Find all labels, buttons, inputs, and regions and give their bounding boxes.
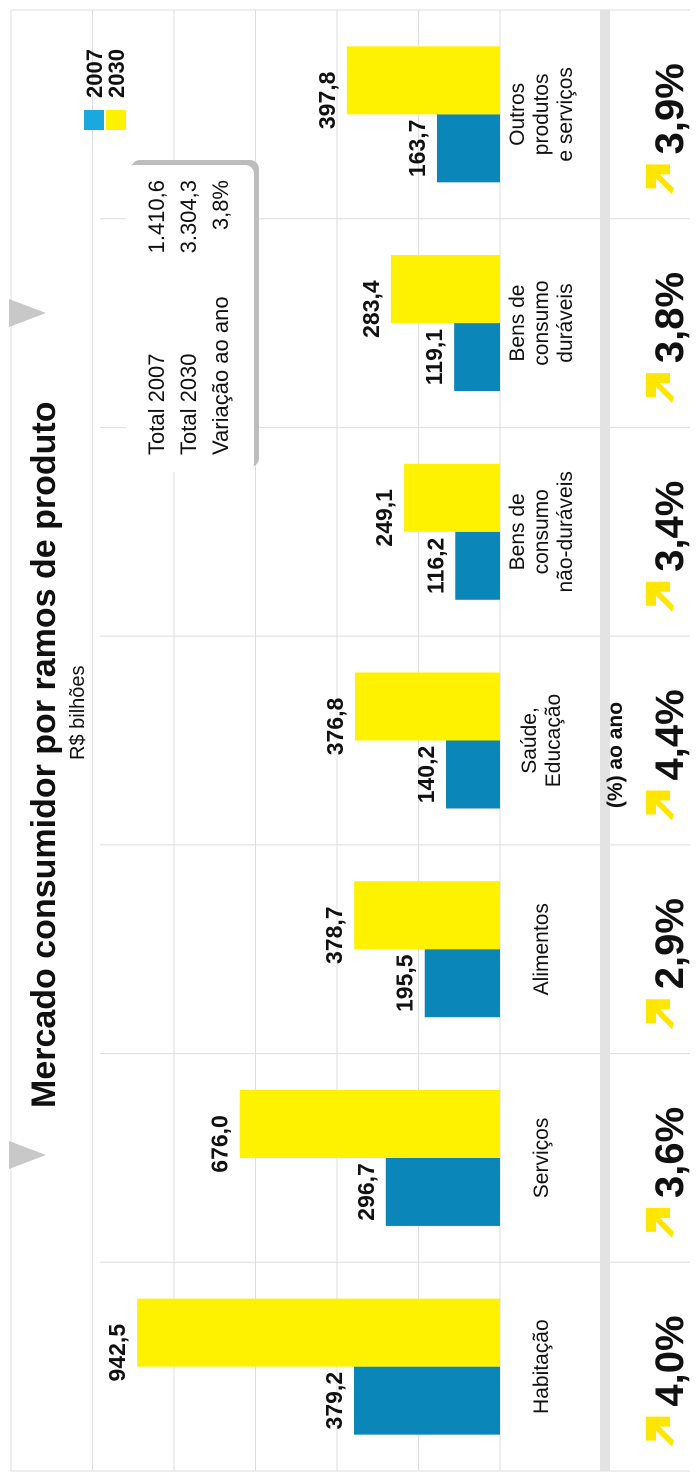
legend-swatch-2007 xyxy=(84,110,104,130)
value-label-2007: 195,5 xyxy=(392,954,418,1012)
value-label-2007: 140,2 xyxy=(413,746,439,804)
summary-box: Total 2007 1.410,6 Total 2030 3.304,3 Va… xyxy=(126,160,259,472)
value-label-2030: 397,8 xyxy=(314,71,340,129)
title-marker-left xyxy=(9,1141,46,1169)
category-label: Saúde, xyxy=(518,707,541,774)
category-label: Bens de xyxy=(506,285,529,362)
growth-arrow-icon xyxy=(646,790,674,821)
chart-subtitle: R$ bilhões xyxy=(67,665,89,760)
summary-value-total-2030: 3.304,3 xyxy=(176,180,201,253)
growth-row: (%) ao ano 4,0% 3,6% 2,9% 4,4% 3,4% 3,8% 3,9% xyxy=(604,63,692,1447)
value-label-2007: 119,1 xyxy=(421,329,447,385)
chart-background xyxy=(10,9,690,1472)
value-label-2007: 296,7 xyxy=(353,1163,379,1221)
growth-value: 2,9% xyxy=(648,898,692,989)
growth-arrow-icon xyxy=(646,164,674,195)
growth-value: 3,4% xyxy=(648,481,692,572)
growth-value: 4,4% xyxy=(648,689,692,780)
value-label-2007: 163,7 xyxy=(404,120,430,178)
bar-2030 xyxy=(354,672,500,741)
bars-group xyxy=(137,46,501,1435)
value-label-2030: 249,1 xyxy=(371,489,397,547)
bar-2007 xyxy=(454,323,501,392)
bar-2007 xyxy=(424,949,501,1018)
category-label: consumo xyxy=(530,489,553,574)
value-label-2030: 283,4 xyxy=(358,280,384,338)
bar-2007 xyxy=(446,740,501,809)
summary-box-panel xyxy=(126,165,254,472)
growth-caption: (%) ao ano xyxy=(604,702,627,808)
bar-2030 xyxy=(404,463,500,532)
value-label-2030: 942,5 xyxy=(104,1324,130,1382)
growth-arrow-icon xyxy=(646,1207,674,1238)
category-label: Educação xyxy=(542,694,565,787)
chart-header: Mercado consumidor por ramos de produto … xyxy=(9,299,89,1169)
summary-label-total-2030: Total 2030 xyxy=(176,353,201,455)
category-label: produtos xyxy=(530,73,553,155)
category-label: Alimentos xyxy=(530,903,553,995)
bar-2007 xyxy=(385,1157,501,1226)
category-label: Serviços xyxy=(530,1118,553,1199)
summary-value-variation: 3,8% xyxy=(208,180,233,230)
legend-swatch-2030 xyxy=(106,110,126,130)
legend-label-2030: 2030 xyxy=(104,49,129,98)
value-label-2030: 676,0 xyxy=(207,1115,233,1173)
growth-band xyxy=(600,10,610,1471)
bar-2030 xyxy=(239,1089,501,1158)
category-label: e serviços xyxy=(554,67,577,162)
growth-arrow-icon xyxy=(646,1416,674,1447)
title-marker-right xyxy=(9,299,46,327)
summary-label-total-2007: Total 2007 xyxy=(144,353,169,455)
growth-value: 3,8% xyxy=(648,272,692,363)
growth-arrow-icon xyxy=(646,581,674,612)
category-label: Outros xyxy=(506,83,529,146)
growth-value: 4,0% xyxy=(648,1315,692,1406)
category-label: Bens de xyxy=(506,493,529,570)
value-label-2030: 378,7 xyxy=(321,906,347,964)
summary-value-total-2007: 1.410,6 xyxy=(144,180,169,253)
bar-2030 xyxy=(354,881,500,950)
labels-group: 379,2 942,5 Habitação 296,7 676,0 Serviços 195… xyxy=(104,67,577,1429)
bar-2007 xyxy=(436,114,500,183)
growth-arrow-icon xyxy=(646,999,674,1030)
bar-2030 xyxy=(390,255,500,324)
category-label: Habitação xyxy=(530,1319,553,1414)
summary-label-variation: Variação ao ano xyxy=(208,296,233,455)
bar-2007 xyxy=(455,531,500,600)
value-label-2007: 379,2 xyxy=(321,1372,347,1430)
category-label: consumo xyxy=(530,280,553,365)
growth-arrow-icon xyxy=(646,373,674,404)
category-label: não-duráveis xyxy=(554,471,577,592)
growth-value: 3,9% xyxy=(648,63,692,154)
bar-2007 xyxy=(354,1366,500,1435)
legend-label-2007: 2007 xyxy=(82,49,107,98)
value-label-2007: 116,2 xyxy=(422,538,448,594)
chart-legend: 2007 2030 xyxy=(82,49,129,130)
bar-2030 xyxy=(346,46,500,115)
category-label: duráveis xyxy=(554,283,577,362)
value-label-2030: 376,8 xyxy=(322,698,348,756)
growth-value: 3,6% xyxy=(648,1107,692,1198)
chart-title: Mercado consumidor por ramos de produto xyxy=(25,401,63,1108)
bar-2030 xyxy=(137,1298,500,1367)
